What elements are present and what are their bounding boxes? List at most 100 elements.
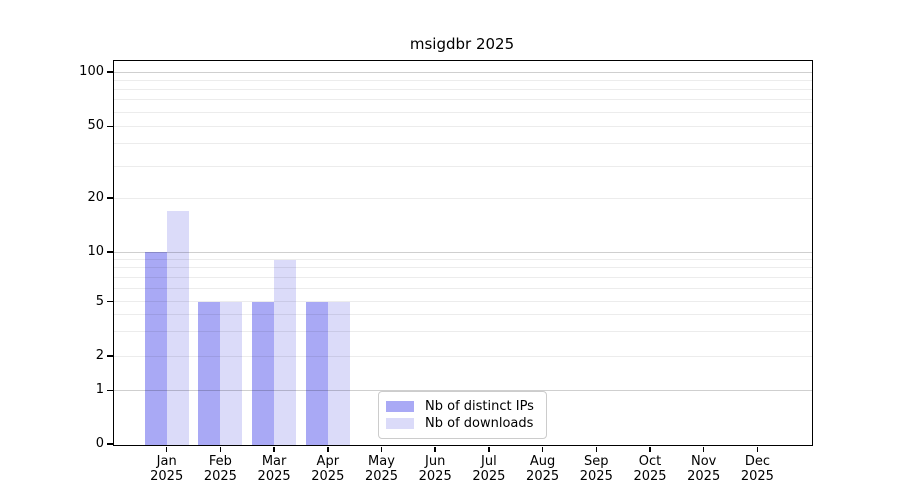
bar-distinct-ips bbox=[252, 301, 275, 445]
bar-distinct-ips bbox=[144, 252, 167, 445]
y-tick bbox=[106, 71, 113, 73]
x-tick-label: Jul 2025 bbox=[459, 454, 519, 484]
x-tick-month: Oct bbox=[638, 454, 662, 469]
x-tick-month: Jun bbox=[425, 454, 446, 469]
gridline-minor bbox=[114, 314, 812, 316]
gridline-minor bbox=[114, 287, 812, 289]
gridline-minor bbox=[114, 125, 812, 127]
x-tick-yearline: 2025 bbox=[257, 469, 291, 484]
x-tick-month: Mar bbox=[261, 454, 287, 469]
y-tick bbox=[106, 125, 113, 128]
y-tick-label: 50 bbox=[87, 118, 104, 134]
legend-label: Nb of downloads bbox=[425, 416, 534, 431]
x-tick-label: Apr 2025 bbox=[298, 454, 358, 484]
y-tick bbox=[106, 355, 113, 357]
x-tick-yearline: 2025 bbox=[150, 469, 184, 484]
y-tick-label: 1 bbox=[95, 382, 104, 398]
bar-distinct-ips bbox=[198, 301, 221, 445]
x-tick bbox=[327, 446, 329, 452]
y-tick bbox=[106, 300, 113, 303]
x-tick-yearline: 2025 bbox=[418, 469, 452, 484]
x-tick bbox=[380, 446, 383, 452]
x-tick bbox=[434, 446, 436, 452]
y-tick bbox=[106, 443, 113, 445]
gridline-minor bbox=[114, 88, 812, 90]
x-tick-yearline: 2025 bbox=[687, 469, 721, 484]
gridline-minor bbox=[114, 301, 812, 302]
legend-swatch-downloads bbox=[386, 418, 414, 429]
x-tick-label: Nov 2025 bbox=[674, 454, 734, 484]
x-tick-month: Nov bbox=[691, 454, 717, 469]
y-tick-label: 20 bbox=[87, 190, 104, 205]
legend-swatch-distinct-ips bbox=[386, 401, 414, 412]
x-tick-month: Apr bbox=[316, 454, 340, 469]
x-tick bbox=[702, 446, 705, 452]
x-tick-month: Jan bbox=[156, 454, 177, 469]
x-tick-month: May bbox=[368, 454, 395, 469]
x-tick-yearline: 2025 bbox=[311, 469, 345, 484]
x-tick-yearline: 2025 bbox=[579, 469, 613, 484]
x-tick bbox=[595, 446, 598, 452]
gridline-major bbox=[114, 389, 812, 391]
y-tick-label: 10 bbox=[87, 244, 104, 259]
x-tick-label: Oct 2025 bbox=[620, 454, 680, 484]
y-tick-label: 100 bbox=[79, 64, 104, 79]
x-tick-month: Feb bbox=[208, 454, 232, 469]
bar-downloads bbox=[220, 301, 243, 445]
y-tick-label: 5 bbox=[95, 293, 104, 309]
x-tick-label: Dec 2025 bbox=[727, 454, 787, 484]
gridline-minor bbox=[114, 79, 812, 81]
x-tick-yearline: 2025 bbox=[633, 469, 667, 484]
x-tick-month: Dec bbox=[744, 454, 770, 469]
gridline-minor bbox=[114, 143, 812, 145]
bar-downloads bbox=[274, 259, 297, 445]
x-tick-label: May 2025 bbox=[352, 454, 412, 484]
y-tick bbox=[106, 389, 113, 392]
bar-downloads bbox=[166, 210, 189, 445]
chart-title: msigdbr 2025 bbox=[409, 35, 515, 53]
gridline-minor bbox=[114, 355, 812, 357]
legend-label: Nb of distinct IPs bbox=[425, 399, 534, 414]
gridline-major bbox=[114, 71, 812, 73]
gridline-minor bbox=[114, 111, 812, 113]
x-tick-yearline: 2025 bbox=[203, 469, 237, 484]
x-tick-month: Aug bbox=[529, 454, 556, 469]
plot-area: 0 1 2 5 10 20 50 100 Jan 2025 Feb 2025 Mar 2025 Apr 20… bbox=[79, 60, 813, 484]
x-tick-yearline: 2025 bbox=[364, 469, 399, 484]
y-tick bbox=[106, 197, 113, 199]
x-tick bbox=[219, 446, 222, 452]
gridline-major bbox=[114, 251, 812, 253]
x-tick-label: Jun 2025 bbox=[405, 454, 465, 484]
gridline-minor bbox=[114, 165, 812, 167]
legend: Nb of distinct IPs Nb of downloads bbox=[378, 391, 547, 439]
gridline-minor bbox=[114, 276, 812, 278]
bar-distinct-ips bbox=[305, 301, 328, 445]
gridline-minor bbox=[114, 197, 812, 199]
x-tick-label: Jan 2025 bbox=[137, 454, 197, 484]
x-tick-yearline: 2025 bbox=[740, 469, 774, 484]
x-tick-label: Sep 2025 bbox=[566, 454, 626, 484]
x-tick-month: Sep bbox=[584, 454, 609, 469]
gridline-minor bbox=[114, 331, 812, 333]
y-tick-label: 0 bbox=[95, 436, 104, 451]
x-tick-label: Aug 2025 bbox=[513, 454, 573, 484]
gridline-minor bbox=[114, 267, 812, 269]
legend-row: Nb of downloads bbox=[386, 415, 534, 432]
y-tick-label: 2 bbox=[95, 348, 104, 363]
x-tick bbox=[273, 446, 275, 452]
gridline-minor bbox=[114, 259, 812, 261]
x-tick-label: Feb 2025 bbox=[190, 454, 250, 484]
x-tick bbox=[649, 446, 651, 452]
x-tick-yearline: 2025 bbox=[526, 469, 560, 484]
x-tick bbox=[541, 446, 544, 452]
x-tick bbox=[165, 446, 168, 452]
legend-row: Nb of distinct IPs bbox=[386, 398, 534, 415]
x-tick-yearline: 2025 bbox=[472, 469, 506, 484]
x-tick bbox=[488, 446, 490, 452]
x-tick bbox=[756, 446, 759, 452]
gridline-minor bbox=[114, 99, 812, 101]
y-tick bbox=[106, 251, 113, 253]
x-tick-label: Mar 2025 bbox=[244, 454, 304, 484]
x-tick-month: Jul bbox=[481, 454, 497, 469]
